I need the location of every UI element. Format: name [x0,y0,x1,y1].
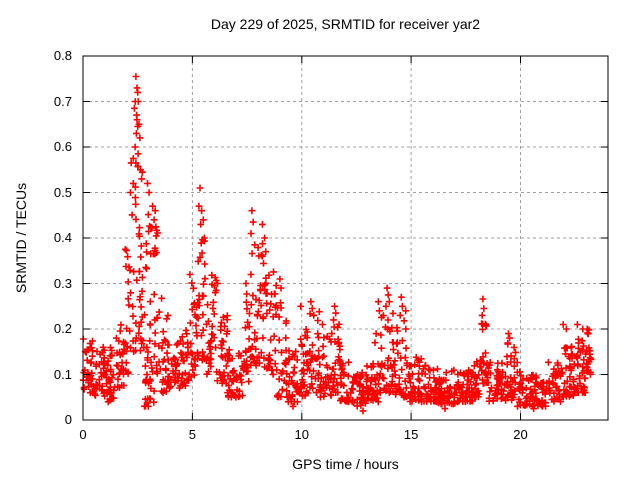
x-tick-label: 15 [403,427,419,442]
x-axis-label: GPS time / hours [292,456,399,472]
axis-tick-marks [82,55,608,421]
y-tick-label: 0.3 [53,275,72,291]
x-tick-label: 10 [294,427,309,442]
x-tick-label: 20 [513,427,528,442]
y-tick-label: 0.2 [53,321,72,336]
y-tick-label: 0 [64,412,72,427]
y-tick-label: 0.7 [53,93,72,109]
y-tick-label: 0.5 [53,184,72,200]
chart-title: Day 229 of 2025, SRMTID for receiver yar… [210,16,481,32]
y-tick-label: 0.4 [53,230,72,245]
y-tick-label: 0.1 [53,366,72,382]
y-tick-label: 0.6 [53,139,72,154]
y-tick-label: 0.8 [53,48,72,63]
scatter-points [79,73,595,415]
x-tick-label: 0 [79,427,87,442]
x-tick-label: 5 [188,427,196,442]
grid-lines [83,56,608,420]
